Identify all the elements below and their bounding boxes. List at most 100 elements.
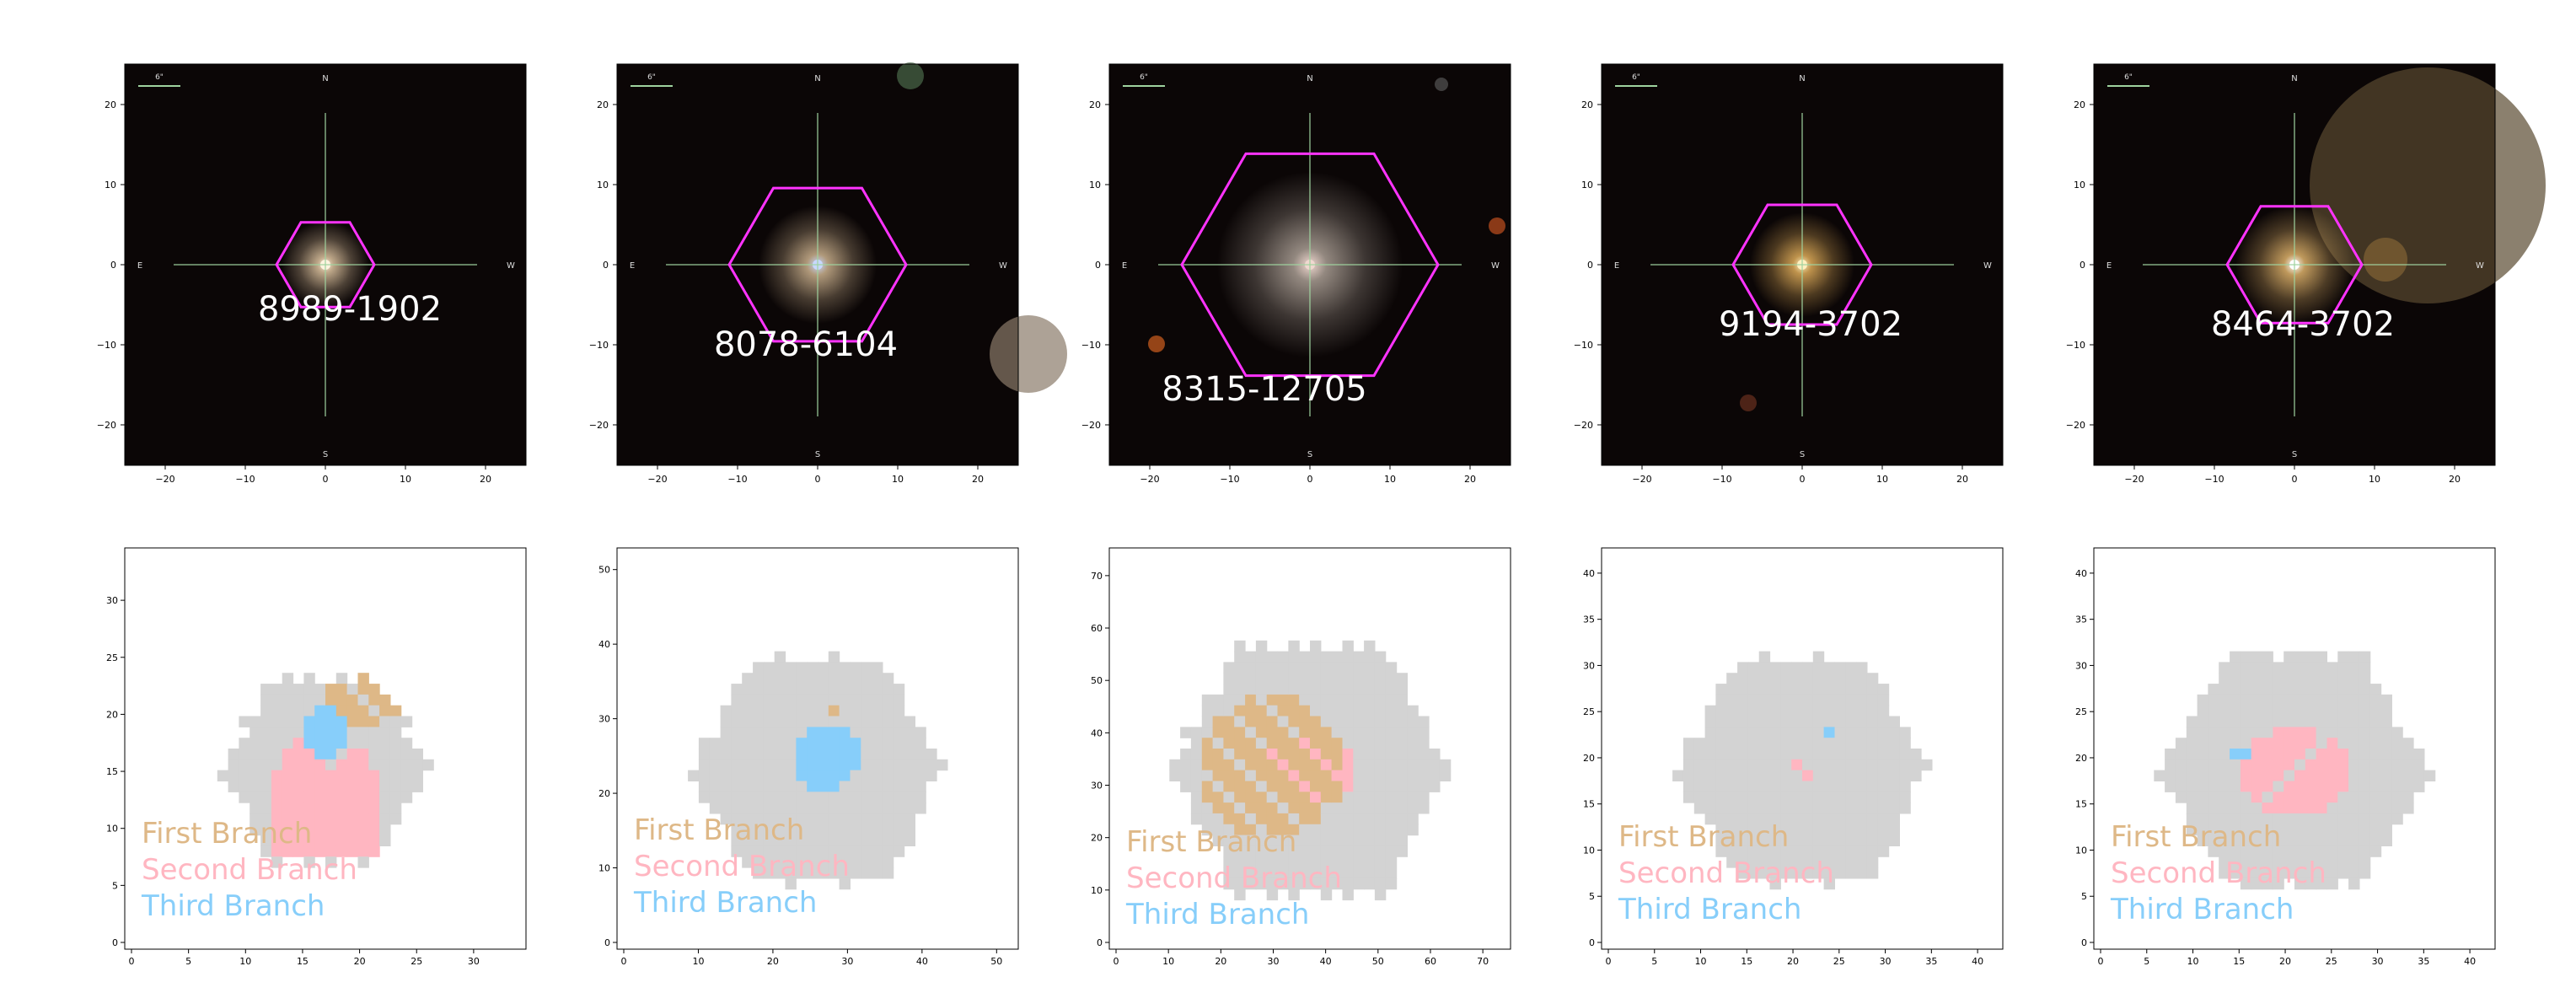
map-cell <box>2413 759 2425 771</box>
map-cell <box>1245 716 1257 727</box>
map-cell <box>389 738 402 749</box>
map-cell <box>1310 640 1322 652</box>
map-cell <box>2208 684 2219 695</box>
map-cell <box>2305 824 2317 836</box>
map-cell <box>709 759 722 771</box>
map-cell <box>2273 759 2284 771</box>
map-cell <box>1866 749 1879 760</box>
map-cell <box>2369 694 2382 706</box>
map-cell <box>1845 694 1857 706</box>
map-cell <box>2294 824 2306 836</box>
map-cell <box>893 684 905 695</box>
map-cell <box>2230 770 2241 781</box>
map-cell <box>850 845 861 857</box>
x-tick-label: −10 <box>2204 474 2224 485</box>
neighbor-object <box>1148 335 1165 352</box>
map-cell <box>1255 845 1268 857</box>
map-cell <box>1353 770 1365 781</box>
map-cell <box>1266 824 1279 836</box>
map-cell <box>1877 781 1890 792</box>
map-cell <box>774 749 786 760</box>
map-cell <box>1320 727 1333 738</box>
map-cell <box>882 759 894 771</box>
map-cell <box>250 813 261 825</box>
map-cell <box>1856 727 1868 738</box>
map-cell <box>1364 684 1376 695</box>
legend-third-branch: Third Branch <box>1618 893 1801 926</box>
map-cell <box>1277 738 1289 749</box>
map-cell <box>1747 749 1760 760</box>
map-cell <box>1374 770 1387 781</box>
map-cell <box>346 770 358 781</box>
map-cell <box>1737 867 1749 879</box>
map-cell <box>753 749 765 760</box>
map-cell <box>2294 662 2306 674</box>
map-cell <box>1385 792 1398 803</box>
map-cell <box>303 705 315 717</box>
map-cell <box>1407 781 1419 792</box>
map-cell <box>2348 651 2360 663</box>
map-cell <box>2423 770 2436 781</box>
map-cell <box>2262 684 2273 695</box>
map-cell <box>1331 867 1343 879</box>
map-cell <box>753 759 765 771</box>
map-cell <box>1201 792 1214 803</box>
map-cell <box>1342 694 1354 706</box>
map-cell <box>731 684 743 695</box>
map-cell <box>2413 781 2425 792</box>
map-cell <box>2316 792 2327 803</box>
map-cell <box>904 835 915 846</box>
map-cell <box>1180 727 1192 738</box>
map-cell <box>292 781 304 792</box>
map-cell <box>1899 802 1911 814</box>
map-cell <box>1726 781 1738 792</box>
map-cell <box>335 738 348 749</box>
map-cell <box>400 738 413 749</box>
map-cell <box>2316 835 2327 846</box>
map-cell <box>1704 759 1716 771</box>
map-cell <box>742 759 754 771</box>
map-cell <box>2316 802 2327 814</box>
map-cell <box>807 738 818 749</box>
map-cell <box>1353 705 1365 717</box>
map-cell <box>2240 651 2252 663</box>
map-cell <box>1342 802 1354 814</box>
map-x-tick-label: 30 <box>468 956 480 967</box>
map-cell <box>2251 781 2263 792</box>
map-cell <box>411 770 423 781</box>
map-cell <box>1299 749 1311 760</box>
map-cell <box>2348 759 2360 771</box>
map-cell <box>2402 781 2414 792</box>
map-cell <box>785 878 797 890</box>
map-cell <box>2326 845 2338 857</box>
map-cell <box>292 738 304 749</box>
map-cell <box>915 792 926 803</box>
map-cell <box>368 792 380 803</box>
map-cell <box>1407 802 1419 814</box>
map-cell <box>904 813 915 825</box>
map-cell <box>335 802 348 814</box>
map-cell <box>303 684 315 695</box>
map-cell <box>2240 738 2252 749</box>
map-cell <box>2305 878 2317 890</box>
map-y-tick-label: 15 <box>1583 799 1595 810</box>
map-cell <box>1331 759 1343 771</box>
map-cell <box>872 835 883 846</box>
map-cell <box>2359 694 2371 706</box>
map-y-tick-label: 40 <box>1091 727 1103 738</box>
map-cell <box>1385 684 1398 695</box>
map-cell <box>2316 716 2327 727</box>
map-cell <box>1364 694 1376 706</box>
map-cell <box>1364 749 1376 760</box>
map-cell <box>882 694 894 706</box>
map-cell <box>357 813 369 825</box>
map-cell <box>400 749 413 760</box>
y-tick-label: −10 <box>2066 340 2085 351</box>
map-cell <box>1266 845 1279 857</box>
map-x-tick-label: 60 <box>1425 956 1436 967</box>
map-cell <box>2369 770 2382 781</box>
map-cell <box>2337 662 2349 674</box>
map-cell <box>1704 738 1716 749</box>
map-cell <box>2208 694 2219 706</box>
map-cell <box>2326 749 2338 760</box>
